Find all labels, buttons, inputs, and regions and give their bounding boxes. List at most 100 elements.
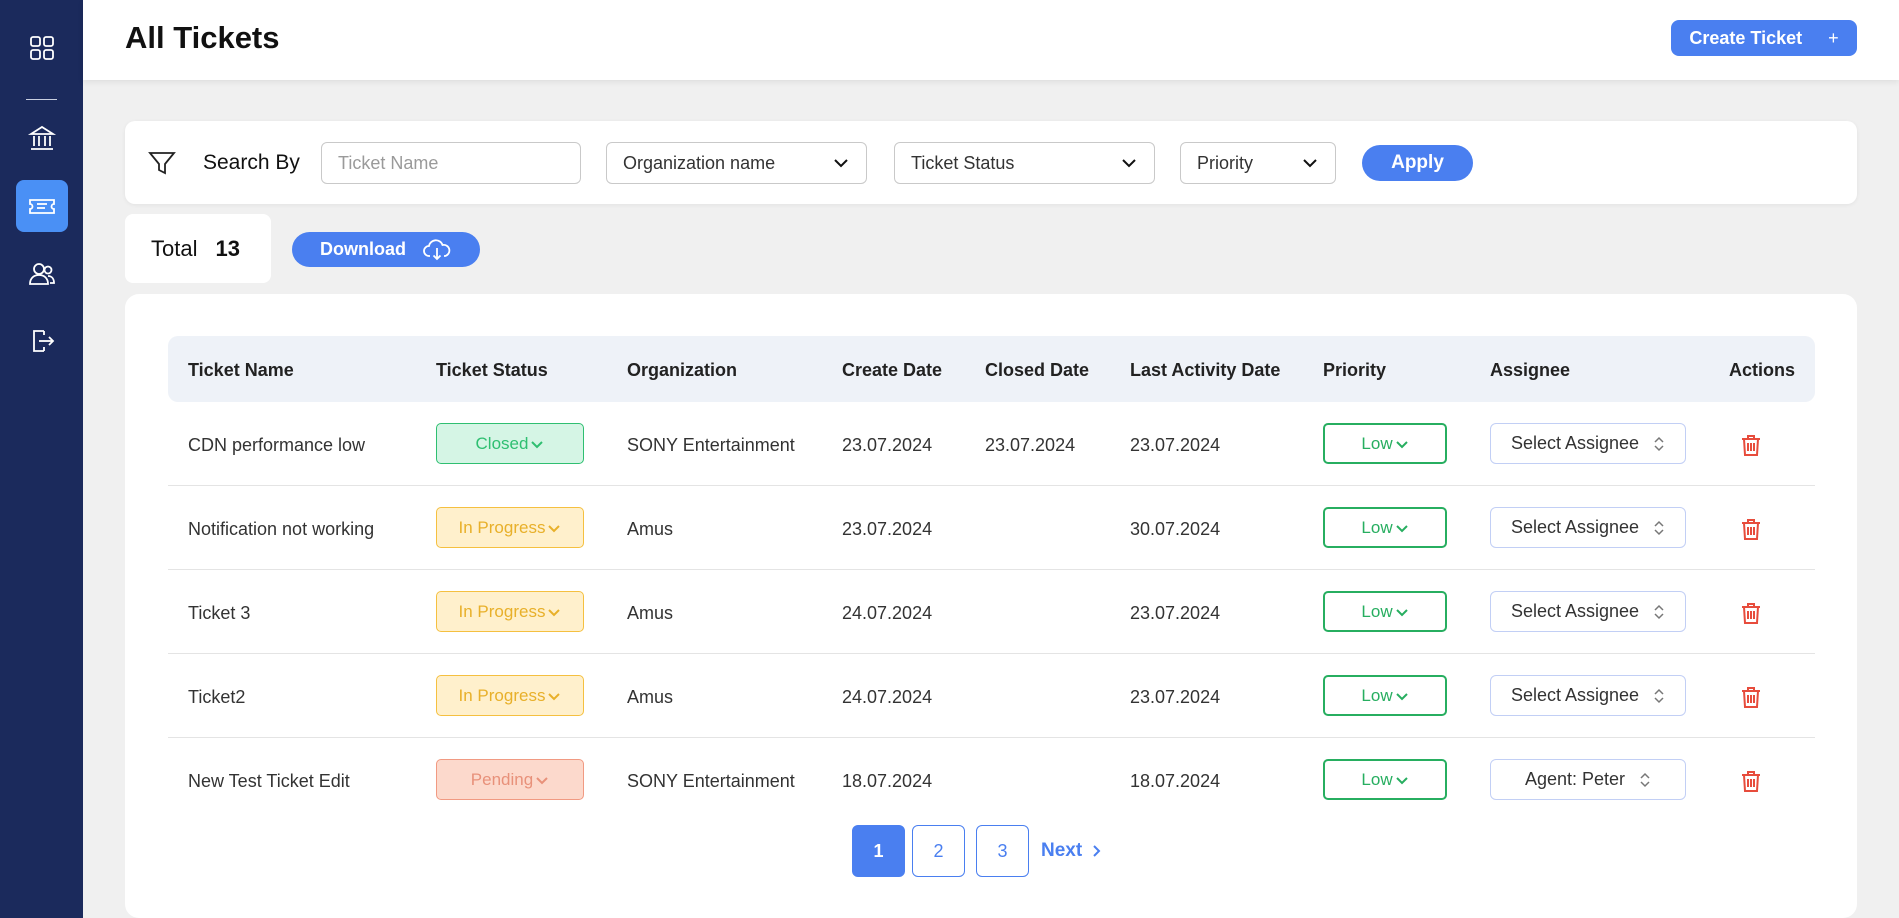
ticket-name[interactable]: Ticket 3 <box>188 603 251 623</box>
ticket-name[interactable]: New Test Ticket Edit <box>188 771 350 791</box>
total-count: Total 13 <box>125 214 271 283</box>
ticket-name[interactable]: CDN performance low <box>188 435 366 455</box>
assignee-select[interactable]: Select Assignee <box>1490 423 1686 464</box>
column-header: Last Activity Date <box>1130 360 1281 380</box>
page-button-3[interactable]: 3 <box>976 825 1029 877</box>
delete-icon[interactable] <box>1738 768 1764 794</box>
ticket-status-dropdown[interactable]: In Progress <box>436 675 584 716</box>
chevron-down-icon <box>531 440 544 448</box>
priority-value: Low <box>1361 685 1393 705</box>
ticket-status-value: In Progress <box>458 601 546 621</box>
ticket-status-value: Closed <box>475 433 529 453</box>
priority-dropdown[interactable]: Low <box>1323 423 1447 464</box>
sidebar-item-dashboard[interactable] <box>16 22 68 74</box>
column-header: Actions <box>1729 360 1796 380</box>
ticket-status-dropdown[interactable]: In Progress <box>436 591 584 632</box>
priority-dropdown[interactable]: Low <box>1323 759 1447 800</box>
chevron-down-icon <box>1303 159 1317 168</box>
priority-value: Low <box>1361 601 1393 621</box>
cloud-download-icon <box>423 238 451 260</box>
create-date-cell: 24.07.2024 <box>842 687 933 707</box>
sidebar <box>0 0 83 918</box>
priority-dropdown[interactable]: Low <box>1323 507 1447 548</box>
chevron-down-icon <box>536 776 548 784</box>
ticket-status-dropdown[interactable]: Pending <box>436 759 584 800</box>
ticket-status-dropdown[interactable]: In Progress <box>436 507 584 548</box>
bank-icon <box>27 125 57 150</box>
assignee-select[interactable]: Select Assignee <box>1490 507 1686 548</box>
table-row: New Test Ticket Edit Pending SONY Entertai… <box>168 738 1815 822</box>
search-by-label: Search By <box>203 151 300 174</box>
next-page-button[interactable]: Next <box>1041 840 1102 862</box>
assignee-select[interactable]: Select Assignee <box>1490 591 1686 632</box>
priority-select[interactable]: Priority <box>1180 142 1336 184</box>
chevron-right-icon <box>1093 845 1101 857</box>
ticket-icon <box>29 199 55 214</box>
total-value: 13 <box>215 235 240 261</box>
chevron-up-down-icon <box>1654 520 1664 535</box>
page-button-2[interactable]: 2 <box>912 825 965 877</box>
chevron-down-icon <box>834 159 848 168</box>
assignee-select[interactable]: Agent: Peter <box>1490 759 1686 800</box>
sidebar-item-users[interactable] <box>16 248 68 300</box>
page-title: All Tickets <box>125 20 280 55</box>
organization-select-value: Organization name <box>623 152 776 173</box>
ticket-name-input[interactable] <box>321 142 581 184</box>
download-button[interactable]: Download <box>292 232 480 267</box>
last-activity-cell: 23.07.2024 <box>1130 603 1221 623</box>
last-activity-cell: 30.07.2024 <box>1130 519 1221 539</box>
table-row: Notification not working In Progress Amus 2… <box>168 486 1815 570</box>
sidebar-item-tickets[interactable] <box>16 180 68 232</box>
ticket-status-select-value: Ticket Status <box>911 152 1015 173</box>
ticket-status-value: In Progress <box>458 685 546 705</box>
column-header: Priority <box>1323 360 1387 380</box>
chevron-up-down-icon <box>1654 688 1664 703</box>
assignee-value: Select Assignee <box>1510 433 1640 453</box>
table-row: Ticket 3 In Progress Amus 24.07.2024 23.07.2… <box>168 570 1815 654</box>
ticket-status-dropdown[interactable]: Closed <box>436 423 584 464</box>
column-header: Ticket Status <box>436 360 548 380</box>
table-row: Ticket2 In Progress Amus 24.07.2024 23.07.20… <box>168 654 1815 738</box>
organization-select[interactable]: Organization name <box>606 142 867 184</box>
create-ticket-button[interactable]: Create Ticket + <box>1671 20 1857 56</box>
apply-button[interactable]: Apply <box>1362 145 1473 181</box>
ticket-status-value: Pending <box>470 769 534 789</box>
priority-value: Low <box>1361 517 1393 537</box>
column-header: Organization <box>627 360 738 380</box>
sidebar-item-logout[interactable] <box>16 315 68 367</box>
download-label: Download <box>320 239 406 259</box>
filter-icon <box>148 152 176 175</box>
assignee-select[interactable]: Select Assignee <box>1490 675 1686 716</box>
column-header: Create Date <box>842 360 943 380</box>
tickets-table: Ticket Name Ticket Status Organization C… <box>125 294 1857 918</box>
assignee-value: Select Assignee <box>1510 517 1640 537</box>
ticket-status-select[interactable]: Ticket Status <box>894 142 1155 184</box>
assignee-value: Select Assignee <box>1510 685 1640 705</box>
chevron-down-icon <box>1395 440 1408 448</box>
ticket-name[interactable]: Notification not working <box>188 519 375 539</box>
last-activity-cell: 23.07.2024 <box>1130 687 1221 707</box>
priority-dropdown[interactable]: Low <box>1323 675 1447 716</box>
users-icon <box>29 263 55 285</box>
column-header: Ticket Name <box>188 360 294 380</box>
sidebar-divider <box>26 99 57 100</box>
chevron-down-icon <box>548 608 561 616</box>
delete-icon[interactable] <box>1738 684 1764 710</box>
filter-bar: Search By Organization name Ticket Statu… <box>125 121 1857 204</box>
ticket-status-value: In Progress <box>458 517 546 537</box>
page-button-1[interactable]: 1 <box>852 825 905 877</box>
last-activity-cell: 18.07.2024 <box>1130 771 1221 791</box>
ticket-name[interactable]: Ticket2 <box>188 687 246 707</box>
next-label: Next <box>1041 840 1083 861</box>
assignee-value: Select Assignee <box>1510 601 1640 621</box>
delete-icon[interactable] <box>1738 600 1764 626</box>
organization-cell: Amus <box>627 519 674 539</box>
delete-icon[interactable] <box>1738 432 1764 458</box>
priority-value: Low <box>1361 433 1393 453</box>
create-date-cell: 23.07.2024 <box>842 519 933 539</box>
delete-icon[interactable] <box>1738 516 1764 542</box>
priority-dropdown[interactable]: Low <box>1323 591 1447 632</box>
chevron-up-down-icon <box>1640 772 1650 787</box>
table-header: Ticket Name Ticket Status Organization C… <box>168 336 1815 402</box>
sidebar-item-organizations[interactable] <box>16 112 68 164</box>
